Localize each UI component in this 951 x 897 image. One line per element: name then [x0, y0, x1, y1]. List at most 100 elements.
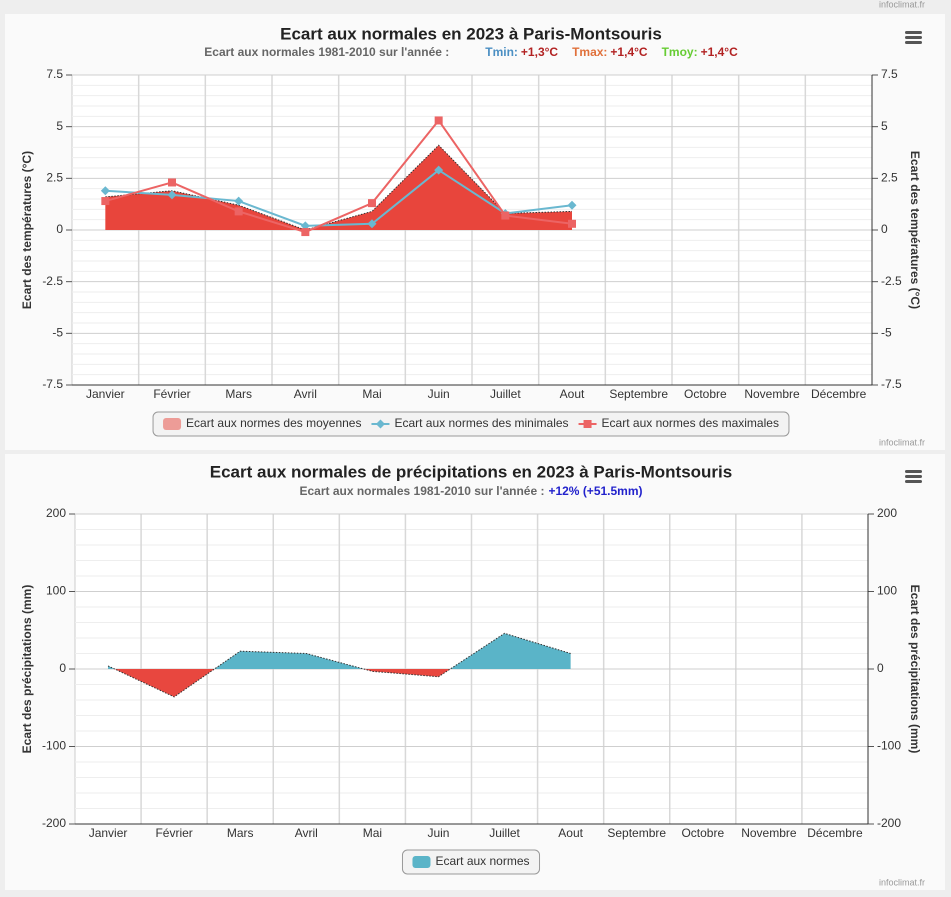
marker	[101, 197, 110, 206]
y2-tick-label: -5	[881, 326, 892, 340]
y-tick-label: 100	[46, 584, 66, 598]
x-tick-label: Juin	[427, 826, 449, 840]
y2-tick-label: 5	[881, 119, 888, 133]
legend: Ecart aux normes des moyennes Ecart aux n…	[152, 411, 790, 437]
y2-tick-label: -7.5	[881, 377, 902, 391]
y2-tick-label: 0	[881, 222, 888, 236]
annual-value: +1,4°C	[610, 45, 647, 59]
legend-item: Ecart aux normes des maximales	[578, 416, 779, 430]
x-tick-label: Mai	[362, 387, 381, 401]
y2-axis-label: Ecart des précipitations (mm)	[908, 585, 922, 754]
y-axis-label: Ecart des températures (°C)	[20, 151, 34, 309]
x-tick-label: Juin	[428, 387, 450, 401]
marker	[567, 200, 577, 210]
menu-bar[interactable]	[905, 480, 922, 483]
y-tick-label: -200	[42, 816, 66, 830]
marker	[100, 186, 110, 196]
annual-label: Tmin:	[485, 45, 518, 59]
x-tick-label: Janvier	[86, 387, 125, 401]
legend-label: Ecart aux normes des moyennes	[186, 416, 361, 430]
area-border	[105, 144, 573, 231]
x-tick-label: Décembre	[807, 826, 863, 840]
x-tick-label: Janvier	[89, 826, 128, 840]
annual-value: +1,4°C	[701, 45, 738, 59]
y-axis-label: Ecart des précipitations (mm)	[20, 585, 34, 754]
marker	[234, 196, 244, 206]
x-tick-label: Aout	[560, 387, 585, 401]
legend-box	[401, 849, 541, 875]
chart-subtitle: Ecart aux normales 1981-2010 sur l'année…	[204, 45, 738, 59]
y2-axis-label: Ecart des températures (°C)	[908, 151, 922, 309]
area-negative	[108, 669, 571, 697]
x-tick-label: Octobre	[681, 826, 724, 840]
menu-bar[interactable]	[905, 475, 922, 478]
area	[105, 145, 572, 230]
marker	[367, 219, 377, 229]
legend-item: Ecart aux normes des moyennes	[163, 416, 361, 430]
x-tick-label: Mars	[225, 387, 252, 401]
y2-tick-label: -100	[877, 739, 901, 753]
annual-value: +12% (+51.5mm)	[548, 484, 642, 498]
y2-tick-label: 2.5	[881, 171, 898, 185]
marker	[301, 228, 310, 237]
series-line	[105, 168, 573, 227]
legend-label: Ecart aux normes des minimales	[394, 416, 568, 430]
marker	[167, 190, 177, 200]
marker	[368, 199, 376, 208]
x-tick-label: Novembre	[741, 826, 797, 840]
menu-button[interactable]	[900, 25, 927, 49]
legend-marker	[583, 420, 592, 428]
subtitle-text: Ecart aux normales 1981-2010 sur l'année…	[204, 45, 449, 59]
credit: infoclimat.fr	[879, 877, 925, 887]
marker	[434, 116, 443, 125]
x-tick-label: Avril	[294, 387, 317, 401]
y-tick-label: 0	[59, 661, 66, 675]
x-tick-label: Septembre	[609, 387, 668, 401]
menu-bar[interactable]	[905, 470, 922, 473]
menu-bar[interactable]	[905, 36, 922, 39]
menu-bar[interactable]	[905, 41, 922, 44]
menu-bar[interactable]	[905, 31, 922, 34]
annual-label: Tmoy:	[662, 45, 698, 59]
y-tick-label: -2.5	[42, 274, 63, 288]
subtitle-text: Ecart aux normales 1981-2010 sur l'année…	[299, 484, 544, 498]
x-tick-label: Aout	[558, 826, 583, 840]
legend-box	[152, 411, 790, 437]
x-tick-label: Avril	[295, 826, 318, 840]
legend-marker	[375, 419, 385, 429]
marker	[568, 219, 576, 228]
y-tick-label: 7.5	[46, 67, 63, 81]
legend-symbol	[163, 418, 182, 430]
y-tick-label: 2.5	[46, 171, 63, 185]
x-tick-label: Novembre	[744, 387, 800, 401]
x-tick-label: Octobre	[684, 387, 727, 401]
marker	[234, 207, 243, 216]
x-tick-label: Mars	[227, 826, 254, 840]
credit: infoclimat.fr	[879, 0, 925, 9]
y-tick-label: -5	[52, 326, 63, 340]
chart-title: Ecart aux normales en 2023 à Paris-Monts…	[280, 24, 662, 43]
annual-value: +1,3°C	[521, 45, 558, 59]
y2-tick-label: -2.5	[881, 274, 902, 288]
y2-tick-label: 200	[877, 506, 897, 520]
y2-tick-label: -200	[877, 816, 901, 830]
x-tick-label: Février	[153, 387, 190, 401]
marker	[168, 178, 176, 187]
x-tick-label: Septembre	[607, 826, 666, 840]
legend-item: Ecart aux normes	[412, 854, 530, 868]
y-tick-label: 200	[46, 506, 66, 520]
menu-button[interactable]	[900, 464, 927, 488]
y2-tick-label: 7.5	[881, 67, 898, 81]
marker	[501, 211, 510, 220]
x-tick-label: Décembre	[811, 387, 867, 401]
x-tick-label: Juillet	[490, 387, 521, 401]
series-line	[105, 118, 573, 234]
legend: Ecart aux normes	[401, 849, 541, 875]
x-tick-label: Mai	[363, 826, 382, 840]
y-tick-label: 0	[56, 222, 63, 236]
legend-symbol	[412, 856, 431, 868]
legend-item: Ecart aux normes des minimales	[371, 416, 569, 430]
annual-label: Tmax:	[572, 45, 607, 59]
chart-title: Ecart aux normales de précipitations en …	[210, 462, 732, 481]
